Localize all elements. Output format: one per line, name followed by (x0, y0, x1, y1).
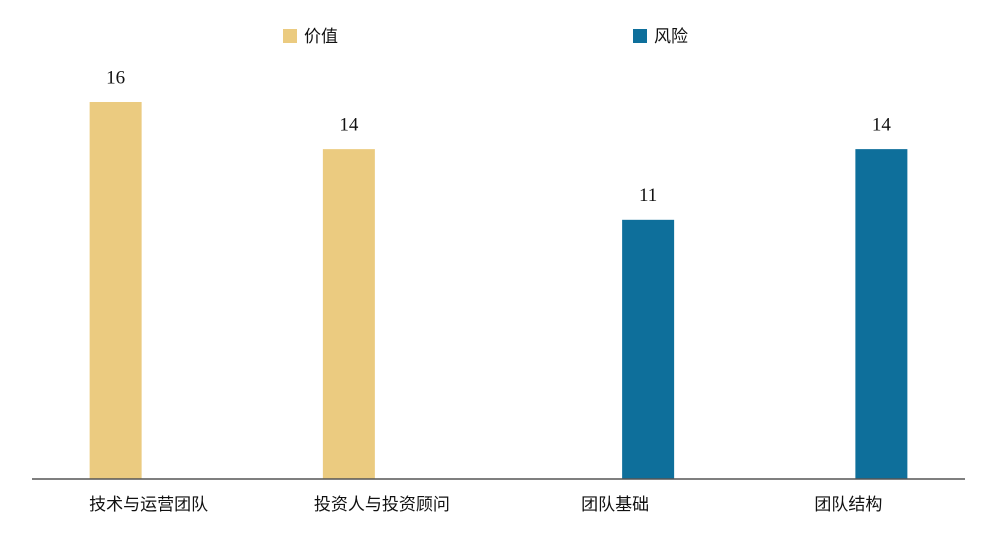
data-label: 11 (639, 185, 657, 206)
x-tick-label: 技术与运营团队 (89, 495, 208, 515)
legend-swatch (633, 29, 647, 43)
x-tick-label: 投资人与投资顾问 (314, 495, 450, 515)
legend-swatch (283, 29, 297, 43)
legend-label: 价值 (304, 27, 338, 47)
x-tick-label: 团队结构 (814, 495, 882, 515)
data-label: 14 (872, 114, 892, 135)
bar (89, 102, 142, 479)
legend-label: 风险 (654, 27, 688, 47)
data-label: 16 (106, 67, 125, 88)
x-tick-label: 团队基础 (581, 495, 649, 515)
data-label: 14 (339, 114, 359, 135)
bar (622, 219, 675, 479)
bar (855, 149, 908, 479)
bar (322, 149, 375, 479)
